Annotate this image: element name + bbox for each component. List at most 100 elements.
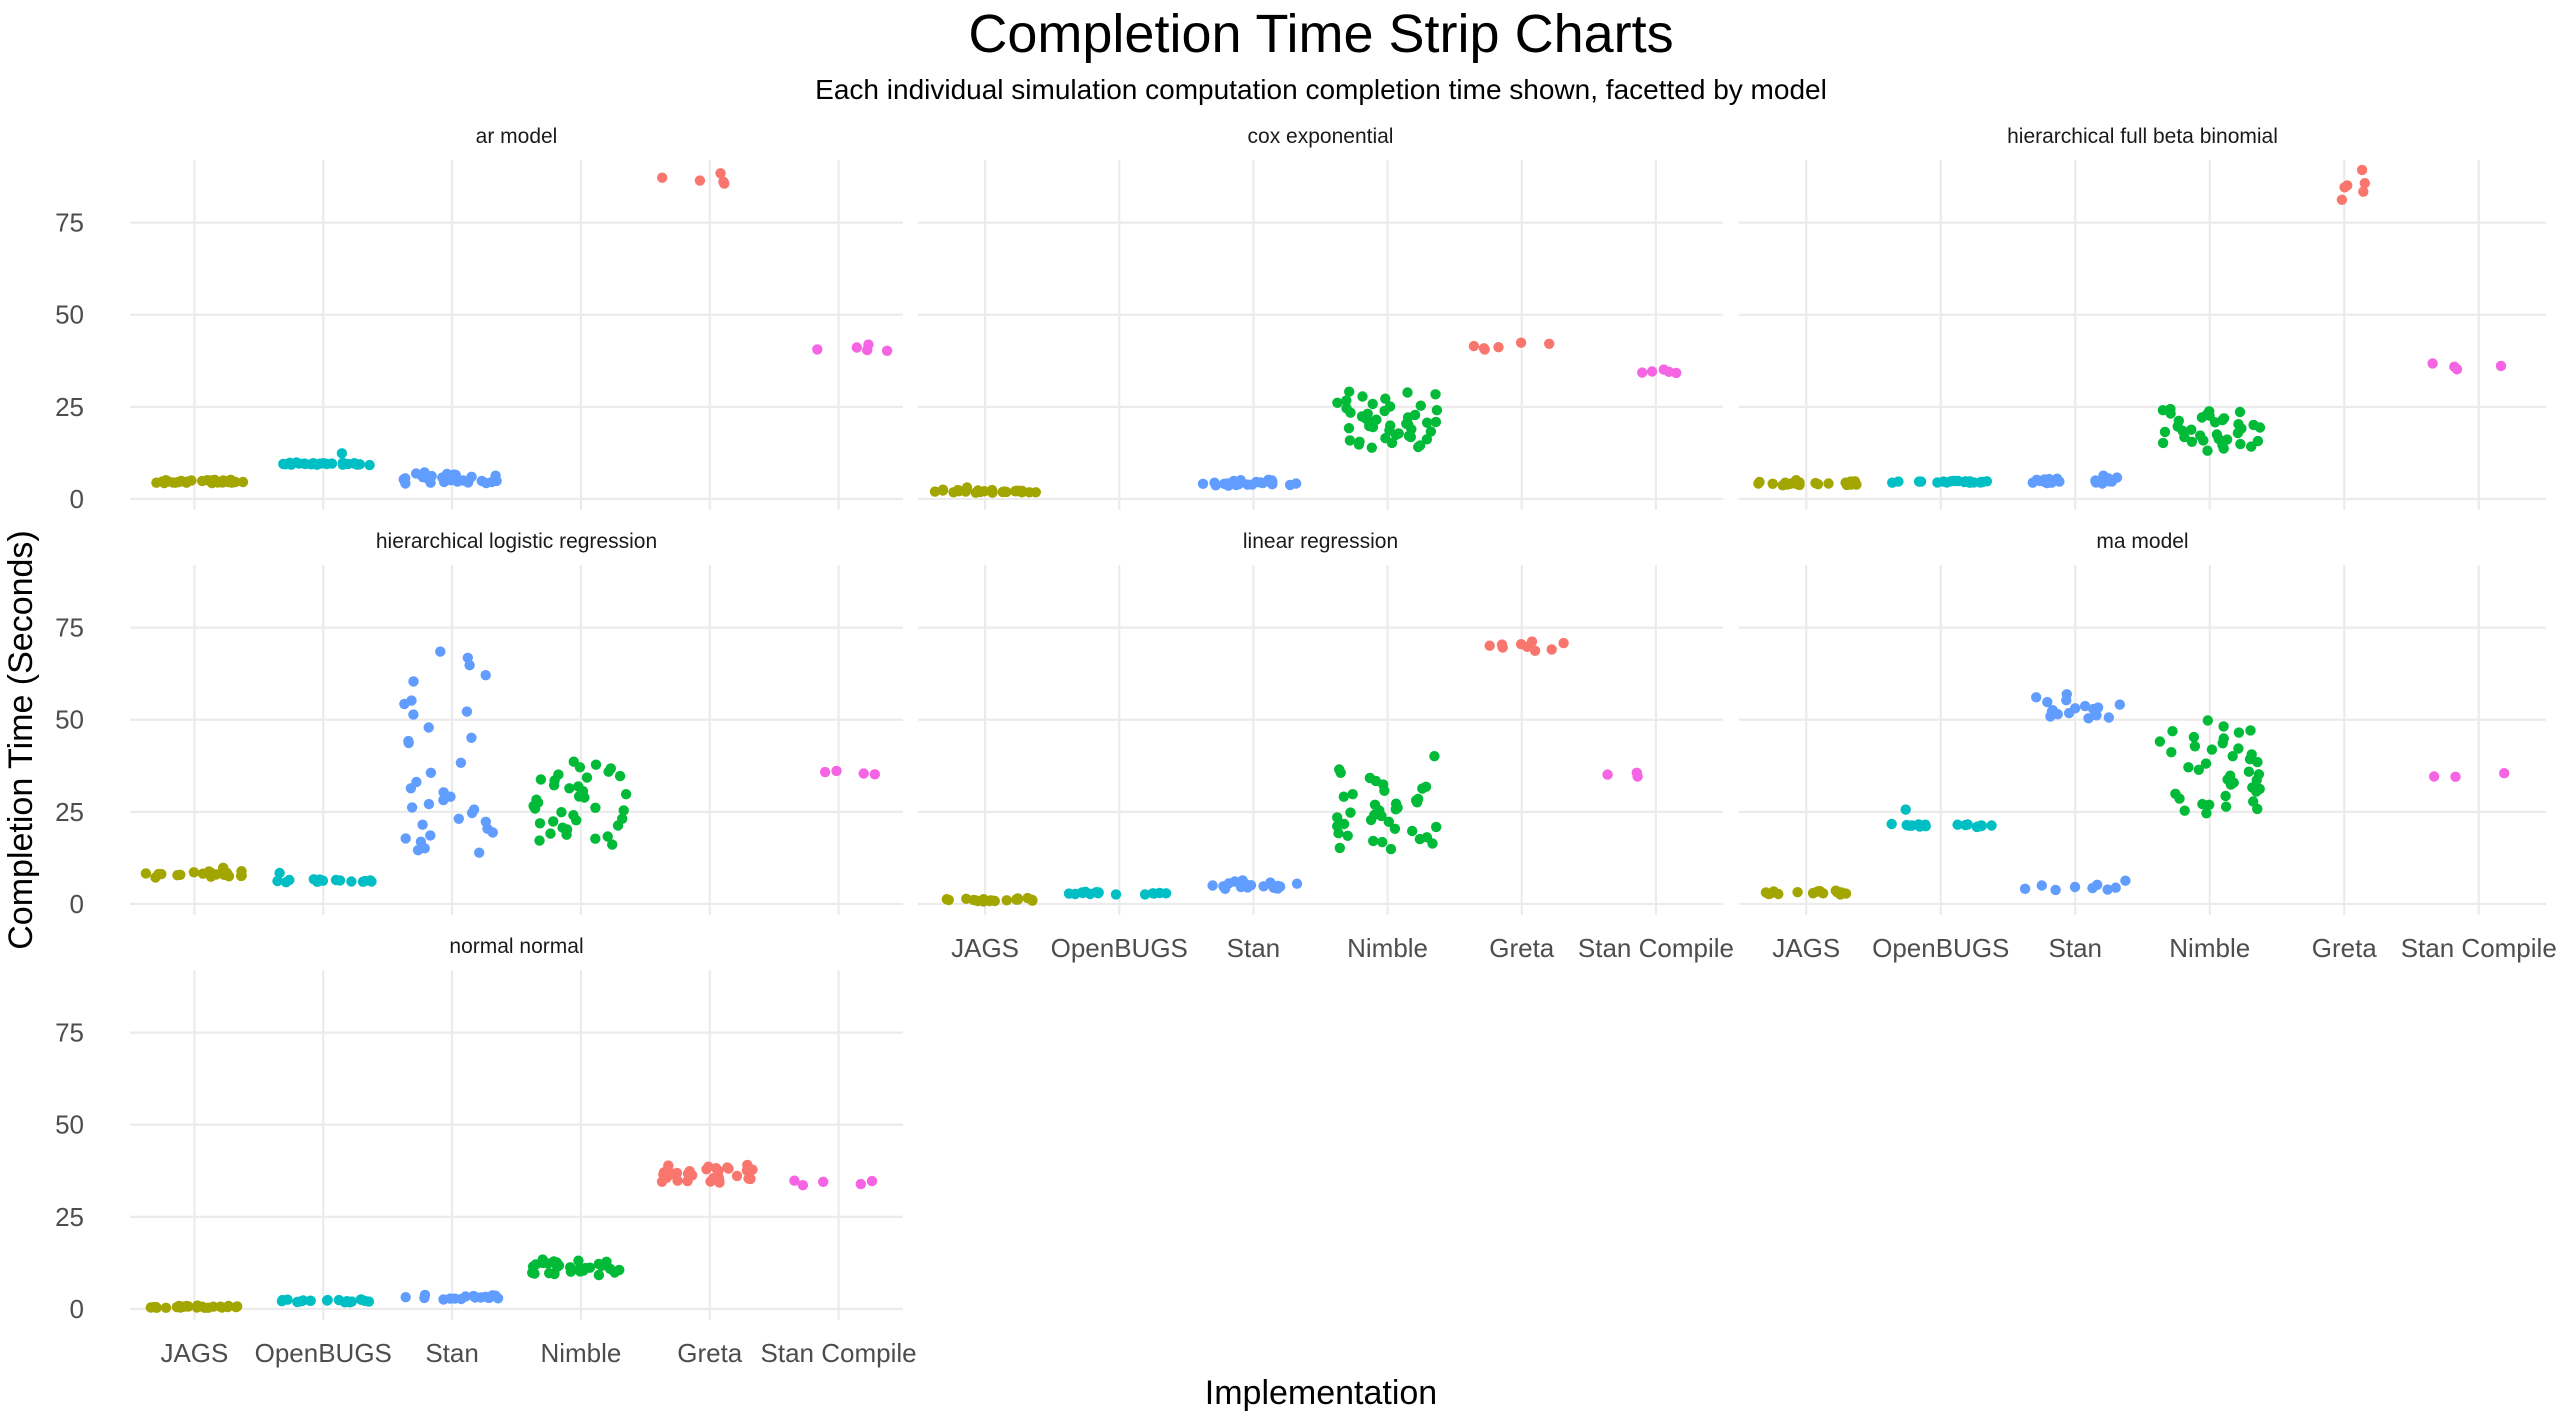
- point-nimble: [1383, 816, 1395, 827]
- point-stan: [425, 830, 436, 841]
- point-nimble: [620, 789, 632, 800]
- point-greta: [713, 1174, 724, 1185]
- point-nimble: [1345, 807, 1356, 818]
- point-nimble: [584, 1262, 596, 1273]
- point-nimble: [548, 816, 559, 827]
- point-stan: [1291, 878, 1303, 889]
- point-jags: [941, 894, 952, 905]
- point-stan: [487, 827, 498, 838]
- point-openbugs: [278, 458, 289, 470]
- point-jags: [218, 862, 229, 873]
- point-stan-compile: [1602, 769, 1613, 780]
- point-nimble: [579, 792, 590, 803]
- point-stan: [2042, 696, 2053, 708]
- chart-subtitle: Each individual simulation computation c…: [815, 74, 1827, 105]
- point-greta: [705, 1176, 716, 1187]
- point-nimble: [2235, 438, 2246, 450]
- point-stan-compile: [2428, 771, 2440, 782]
- x-tick-label: Greta: [677, 1338, 743, 1368]
- facet-normal-normal: normal normal 0 25 50 75 JAGS OpenBUGS Stan Nimb…: [55, 935, 917, 1368]
- point-nimble: [2246, 749, 2257, 760]
- x-tick-label: Nimble: [2169, 933, 2250, 963]
- point-stan: [1242, 882, 1253, 893]
- point-greta: [666, 1168, 677, 1179]
- point-stan-compile: [866, 1175, 878, 1187]
- point-greta: [2336, 194, 2348, 205]
- point-nimble: [1334, 842, 1346, 854]
- point-jags: [937, 484, 949, 495]
- point-nimble: [2159, 426, 2171, 438]
- point-nimble: [561, 824, 573, 835]
- facet-label: normal normal: [449, 935, 583, 958]
- x-tick-label: Stan: [2049, 933, 2103, 963]
- point-greta: [2358, 186, 2369, 197]
- point-stan: [400, 1292, 411, 1303]
- point-jags: [1792, 887, 1803, 898]
- point-greta: [1558, 637, 1569, 649]
- point-nimble: [1377, 836, 1388, 848]
- point-openbugs: [272, 875, 283, 887]
- point-openbugs: [305, 1295, 316, 1307]
- point-nimble: [1368, 835, 1379, 847]
- point-greta: [1546, 644, 1557, 655]
- point-nimble: [1376, 810, 1387, 822]
- x-tick-label: JAGS: [1772, 933, 1840, 963]
- point-stan: [400, 473, 411, 484]
- point-nimble: [2245, 725, 2256, 736]
- point-nimble: [1380, 393, 1391, 404]
- point-jags: [197, 475, 208, 487]
- point-jags: [1027, 894, 1038, 906]
- point-stan-compile: [869, 769, 880, 780]
- point-nimble: [2220, 801, 2232, 812]
- point-stan: [406, 802, 418, 813]
- point-jags: [236, 870, 247, 881]
- point-nimble: [1357, 391, 1368, 402]
- point-nimble: [2204, 799, 2215, 810]
- point-stan: [2083, 713, 2094, 724]
- point-jags: [1030, 487, 1042, 498]
- facet-label: cox exponential: [1248, 125, 1394, 148]
- point-nimble: [1367, 421, 1379, 433]
- point-stan: [438, 1294, 449, 1305]
- point-stan-compile: [862, 344, 873, 356]
- point-nimble: [2201, 409, 2213, 420]
- point-nimble: [2252, 803, 2263, 815]
- point-openbugs: [1063, 888, 1075, 899]
- point-stan: [425, 767, 437, 778]
- point-nimble: [1365, 814, 1377, 826]
- point-nimble: [2253, 769, 2265, 780]
- point-nimble: [564, 783, 575, 794]
- point-stan: [438, 794, 449, 806]
- point-openbugs: [336, 448, 348, 459]
- point-nimble: [2222, 774, 2233, 785]
- point-nimble: [2221, 434, 2233, 445]
- point-stan: [423, 722, 434, 733]
- point-jags: [151, 477, 162, 488]
- point-nimble: [2186, 436, 2198, 447]
- point-stan-compile: [858, 768, 869, 779]
- point-nimble: [1332, 812, 1343, 823]
- point-nimble: [2232, 427, 2244, 439]
- point-stan: [2052, 709, 2063, 720]
- point-stan-compile: [789, 1175, 800, 1186]
- facet-ma-model: ma model JAGS OpenBUGS Stan Nimble Greta Stan …: [1739, 530, 2557, 963]
- point-stan: [2088, 703, 2099, 715]
- y-tick-label: 75: [55, 613, 84, 643]
- point-jags: [232, 1301, 243, 1312]
- point-stan-compile: [1631, 767, 1643, 778]
- point-stan: [2036, 880, 2048, 891]
- point-nimble: [2248, 419, 2259, 431]
- point-openbugs: [1938, 476, 1949, 487]
- point-openbugs: [1962, 819, 1973, 830]
- point-stan: [2054, 476, 2065, 487]
- point-greta: [741, 1165, 753, 1176]
- point-openbugs: [1110, 889, 1122, 900]
- point-nimble: [2218, 413, 2230, 424]
- point-nimble: [1384, 401, 1396, 412]
- point-greta: [1468, 340, 1480, 352]
- point-nimble: [2202, 445, 2213, 456]
- point-openbugs: [365, 875, 376, 886]
- point-openbugs: [1904, 820, 1915, 831]
- point-nimble: [2170, 788, 2181, 799]
- point-stan: [1272, 883, 1284, 894]
